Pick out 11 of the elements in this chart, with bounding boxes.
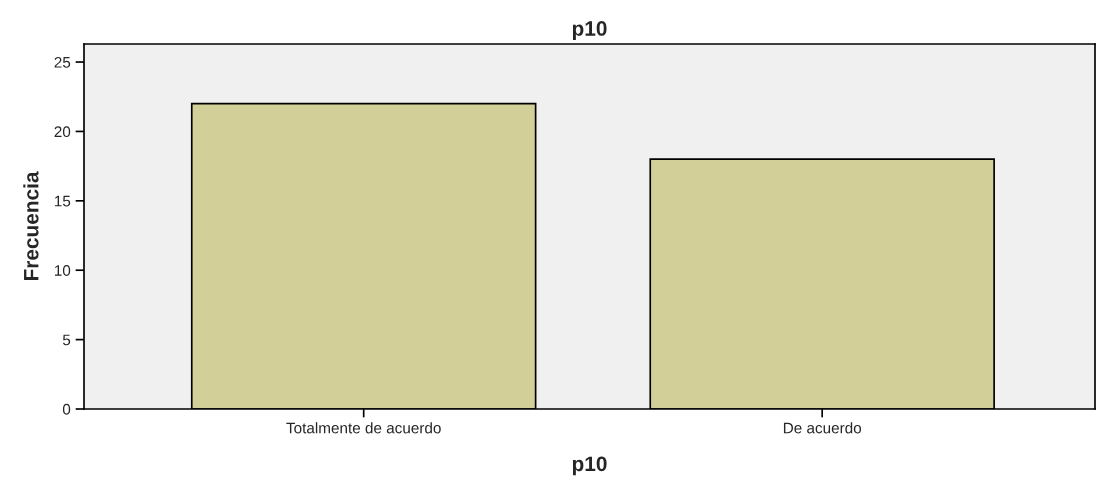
- x-tick-label: De acuerdo: [783, 422, 862, 434]
- y-tick-label: 15: [54, 195, 71, 207]
- y-tick-label: 0: [62, 403, 71, 415]
- y-tick-label: 5: [62, 334, 71, 346]
- x-tick-label: Totalmente de acuerdo: [286, 422, 441, 434]
- y-tick-label: 25: [54, 56, 71, 68]
- chart-title: p10: [572, 21, 607, 40]
- y-axis-title: Frecuencia: [23, 171, 39, 281]
- x-axis-title: p10: [572, 456, 607, 476]
- y-tick-label: 10: [54, 265, 71, 276]
- y-tick-label: 20: [54, 126, 71, 138]
